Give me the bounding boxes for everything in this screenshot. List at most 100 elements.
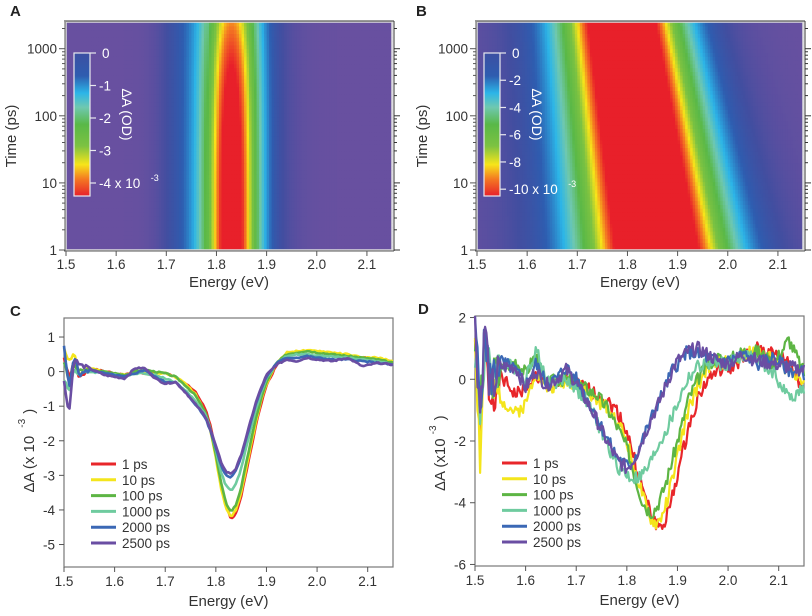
heatmap-cell [138, 246, 142, 251]
heatmap-cell [324, 215, 328, 221]
heatmap-cell [176, 242, 180, 247]
heatmap-cell [324, 193, 328, 198]
heatmap-cell [376, 238, 381, 243]
heatmap-cell [239, 132, 243, 137]
heatmap-cell [158, 147, 162, 152]
heatmap-cell [294, 162, 298, 167]
heatmap-cell [96, 212, 100, 217]
heatmap-cell [166, 139, 170, 145]
heatmap-cell [188, 208, 192, 213]
heatmap-cell [356, 231, 360, 236]
heatmap-cell [101, 155, 105, 160]
heatmap-cell [354, 185, 358, 190]
panel-label-a: A [10, 3, 21, 20]
heatmap-cell [208, 181, 213, 186]
heatmap-cell [304, 193, 308, 198]
heatmap-cell [369, 242, 373, 247]
heatmap-cell [289, 234, 293, 240]
heatmap-cell [301, 155, 305, 160]
heatmap-cell [364, 223, 368, 228]
heatmap-cell [236, 166, 240, 171]
heatmap-cell [141, 170, 145, 175]
heatmap-cell [339, 234, 343, 240]
heatmap-cell [319, 227, 323, 232]
heatmap-cell [213, 155, 218, 160]
heatmap-cell [181, 189, 185, 194]
heatmap-cell [166, 208, 170, 213]
heatmap-cell [366, 105, 371, 110]
heatmap-cell [206, 147, 210, 152]
heatmap-cell [351, 200, 355, 205]
heatmap-cell [141, 124, 145, 129]
heatmap-cell [231, 227, 235, 232]
heatmap-cell [301, 196, 305, 202]
heatmap-cell [234, 128, 238, 133]
heatmap-cell [296, 223, 300, 228]
heatmap-cell [386, 136, 391, 141]
heatmap-cell [326, 223, 330, 228]
heatmap-cell [91, 143, 95, 148]
heatmap-cell [346, 158, 350, 164]
heatmap-cell [221, 227, 225, 232]
heatmap-cell [206, 219, 210, 224]
heatmap-cell [173, 162, 177, 167]
heatmap-cell [128, 147, 132, 152]
heatmap-cell [126, 124, 130, 129]
heatmap-cell [213, 151, 218, 156]
heatmap-cell [264, 246, 268, 251]
heatmap-cell [279, 124, 283, 129]
heatmap-cell [98, 189, 102, 194]
heatmap-cell [381, 200, 386, 205]
heatmap-cell [156, 193, 160, 198]
heatmap-cell [336, 212, 340, 217]
heatmap-cell [374, 212, 378, 217]
heatmap-cell [336, 242, 340, 247]
heatmap-cell [186, 120, 190, 126]
heatmap-cell [379, 120, 383, 126]
heatmap-cell [346, 117, 350, 122]
heatmap-cell [349, 170, 353, 175]
heatmap-cell [71, 155, 75, 160]
heatmap-cell [163, 246, 167, 251]
heatmap-cell [208, 193, 213, 198]
heatmap-cell [289, 155, 293, 160]
heatmap-cell [168, 117, 172, 122]
heatmap-cell [166, 185, 170, 190]
heatmap-cell [131, 101, 135, 107]
heatmap-cell [289, 143, 293, 148]
heatmap-cell [264, 128, 268, 133]
heatmap-cell [381, 208, 386, 213]
heatmap-cell [96, 227, 100, 232]
heatmap-cell [166, 181, 170, 186]
heatmap-cell [259, 242, 263, 247]
heatmap-cell [123, 151, 127, 156]
heatmap-cell [279, 238, 283, 243]
heatmap-cell [274, 219, 278, 224]
heatmap-cell [96, 231, 100, 236]
heatmap-cell [314, 117, 318, 122]
heatmap-cell [128, 162, 132, 167]
heatmap-cell [376, 200, 381, 205]
heatmap-cell [106, 166, 110, 171]
heatmap-cell [334, 189, 338, 194]
heatmap-cell [213, 193, 218, 198]
heatmap-cell [158, 136, 162, 141]
heatmap-cell [91, 117, 95, 122]
heatmap-cell [286, 147, 290, 152]
heatmap-cell [216, 208, 220, 213]
heatmap-cell [68, 136, 72, 141]
heatmap-cell [128, 132, 132, 137]
heatmap-cell [148, 158, 152, 164]
heatmap-cell [274, 177, 278, 183]
heatmap-a [66, 22, 393, 251]
heatmap-cell [346, 193, 350, 198]
heatmap-cell [146, 128, 150, 133]
heatmap-cell [226, 181, 230, 186]
heatmap-cell [146, 170, 150, 175]
heatmap-cell [351, 238, 355, 243]
heatmap-cell [341, 193, 345, 198]
heatmap-cell [236, 185, 240, 190]
heatmap-cell [116, 174, 120, 179]
heatmap-cell [223, 219, 228, 224]
heatmap-cell [299, 124, 303, 129]
